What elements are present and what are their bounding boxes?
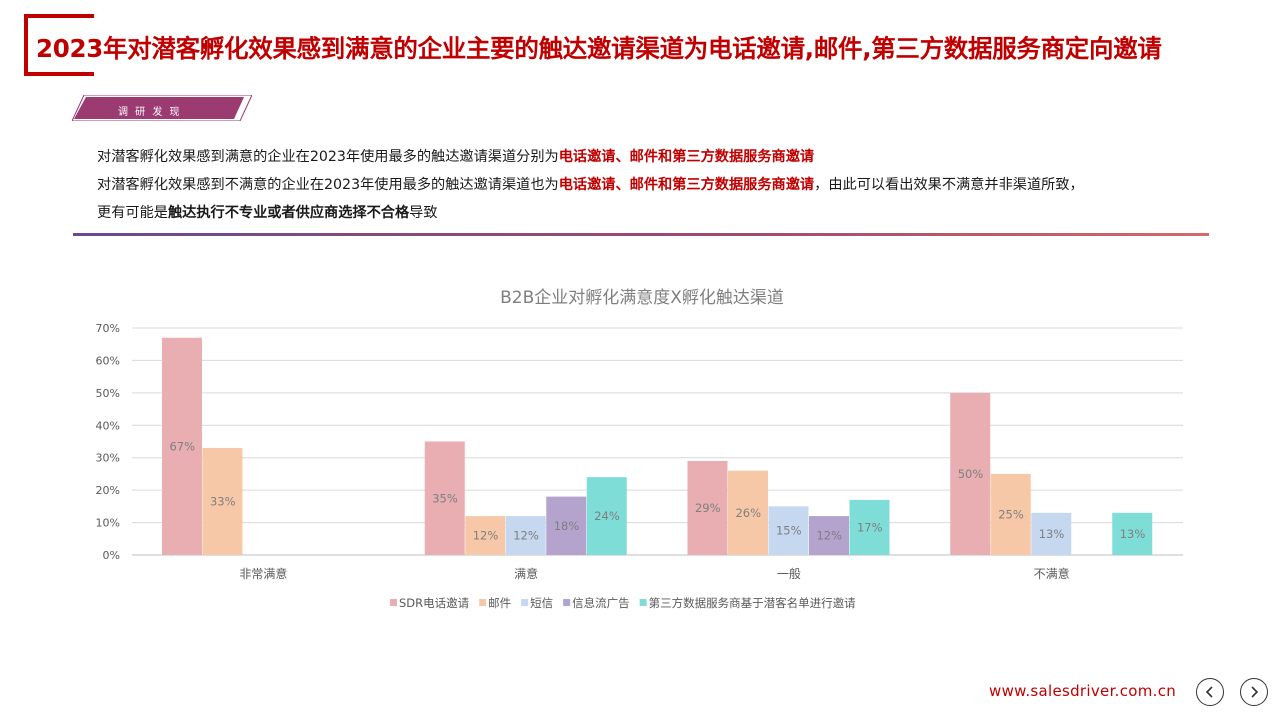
y-tick-label: 60% [96, 354, 120, 367]
finding-3-text: 更有可能是 [97, 205, 168, 221]
chart-title: B2B企业对孵化满意度X孵化触达渠道 [500, 288, 784, 308]
finding-3-bold: 触达执行不专业或者供应商选择不合格 [167, 205, 410, 221]
data-label: 12% [473, 529, 499, 543]
bar [424, 441, 465, 555]
data-label: 26% [735, 506, 761, 520]
data-label: 12% [513, 529, 539, 543]
legend-label: 短信 [530, 596, 553, 610]
data-label: 18% [554, 519, 580, 533]
legend-swatch [521, 599, 529, 606]
bar [505, 516, 546, 555]
finding-2-text: 对潜客孵化效果感到不满意的企业在2023年使用最多的触达邀请渠道也为 [97, 177, 559, 193]
bar [809, 516, 849, 555]
bar [1112, 512, 1153, 555]
y-tick-label: 50% [96, 387, 120, 400]
y-tick-label: 0% [103, 549, 120, 562]
x-category-label: 满意 [514, 566, 538, 581]
section-divider [73, 233, 1209, 236]
legend-label: SDR电话邀请 [399, 596, 470, 610]
bar [728, 470, 768, 555]
page-title: 2023年对潜客孵化效果感到满意的企业主要的触达邀请渠道为电话邀请,邮件,第三方… [36, 34, 1162, 63]
legend-swatch [563, 599, 571, 606]
data-label: 24% [594, 509, 620, 523]
legend-label: 第三方数据服务商基于潜客名单进行邀请 [649, 596, 856, 610]
legend-swatch [639, 599, 647, 606]
bar [202, 447, 243, 555]
data-label: 12% [816, 529, 842, 543]
prev-page-button[interactable] [1196, 678, 1224, 706]
finding-line-1: 对潜客孵化效果感到满意的企业在2023年使用最多的触达邀请渠道分别为电话邀请、邮… [97, 143, 1217, 171]
legend-swatch [479, 599, 487, 606]
data-label: 67% [169, 439, 195, 453]
bar [990, 473, 1031, 555]
bar [950, 392, 991, 555]
x-category-label: 非常满意 [239, 566, 287, 581]
title-corner-bracket [24, 14, 94, 76]
chevron-left-icon [1205, 686, 1213, 698]
y-tick-label: 30% [96, 452, 120, 465]
bar [465, 516, 506, 555]
findings-tag-label: 调 研 发 现 [118, 107, 182, 118]
y-tick-label: 10% [96, 517, 120, 530]
bar [546, 496, 587, 555]
findings-tag [72, 95, 252, 121]
bar [687, 460, 728, 555]
finding-2-highlight: 电话邀请、邮件和第三方数据服务商邀请 [558, 177, 815, 193]
data-label: 50% [958, 467, 984, 481]
legend-label: 信息流广告 [572, 596, 630, 610]
data-label: 15% [776, 524, 802, 538]
bar [768, 506, 809, 555]
data-label: 29% [695, 501, 721, 515]
y-tick-label: 20% [96, 484, 120, 497]
chevron-right-icon [1251, 686, 1259, 698]
bar [162, 337, 202, 555]
data-label: 33% [210, 494, 236, 508]
findings-text: 对潜客孵化效果感到满意的企业在2023年使用最多的触达邀请渠道分别为电话邀请、邮… [97, 143, 1217, 227]
bar [849, 499, 890, 555]
y-tick-label: 40% [96, 419, 120, 432]
finding-line-2: 对潜客孵化效果感到不满意的企业在2023年使用最多的触达邀请渠道也为电话邀请、邮… [97, 171, 1217, 199]
next-page-button[interactable] [1240, 678, 1268, 706]
legend-swatch [390, 599, 397, 606]
legend-label: 邮件 [488, 596, 511, 610]
data-label: 17% [857, 520, 883, 534]
x-category-label: 不满意 [1034, 566, 1070, 581]
bar [1031, 512, 1072, 555]
x-category-label: 一般 [777, 566, 801, 581]
data-label: 13% [1120, 527, 1146, 541]
finding-1-text: 对潜客孵化效果感到满意的企业在2023年使用最多的触达邀请渠道分别为 [97, 149, 559, 165]
finding-3-suffix: 导致 [409, 205, 438, 221]
bar [586, 477, 627, 555]
finding-2-suffix: ，由此可以看出效果不满意并非渠道所致， [814, 177, 1084, 193]
footer-url[interactable]: www.salesdriver.com.cn [989, 682, 1177, 700]
y-tick-label: 70% [96, 322, 120, 335]
data-label: 13% [1039, 527, 1065, 541]
finding-1-highlight: 电话邀请、邮件和第三方数据服务商邀请 [558, 149, 815, 165]
finding-line-3: 更有可能是触达执行不专业或者供应商选择不合格导致 [97, 199, 1217, 227]
data-label: 35% [432, 491, 458, 505]
data-label: 25% [998, 507, 1024, 521]
bar-chart: B2B企业对孵化满意度X孵化触达渠道 0% 10% 20% 30% 40% 50% 60% 70… [96, 288, 1183, 610]
